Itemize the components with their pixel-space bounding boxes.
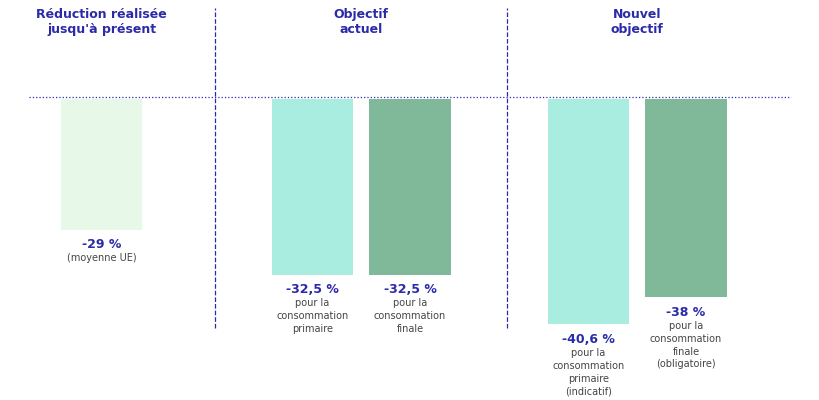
Text: -40,6 %: -40,6 % <box>562 333 614 346</box>
Text: -38 %: -38 % <box>666 306 704 319</box>
Text: Nouvel
objectif: Nouvel objectif <box>610 8 663 36</box>
Text: pour la
consommation
primaire: pour la consommation primaire <box>276 298 348 334</box>
Text: pour la
consommation
primaire
(indicatif): pour la consommation primaire (indicatif… <box>552 348 624 396</box>
Text: pour la
consommation
finale
(obligatoire): pour la consommation finale (obligatoire… <box>649 321 722 369</box>
Text: -29 %: -29 % <box>82 238 121 251</box>
Bar <box>547 98 628 324</box>
Text: -32,5 %: -32,5 % <box>383 283 436 296</box>
Text: Réduction réalisée
jusqu'à présent: Réduction réalisée jusqu'à présent <box>36 8 167 36</box>
Bar <box>369 98 450 275</box>
Bar <box>272 98 353 275</box>
Text: (moyenne UE): (moyenne UE) <box>66 253 136 263</box>
Text: -32,5 %: -32,5 % <box>286 283 338 296</box>
Bar <box>61 98 142 230</box>
Bar <box>645 98 726 297</box>
Text: pour la
consommation
finale: pour la consommation finale <box>373 298 446 334</box>
Text: Objectif
actuel: Objectif actuel <box>333 8 388 36</box>
